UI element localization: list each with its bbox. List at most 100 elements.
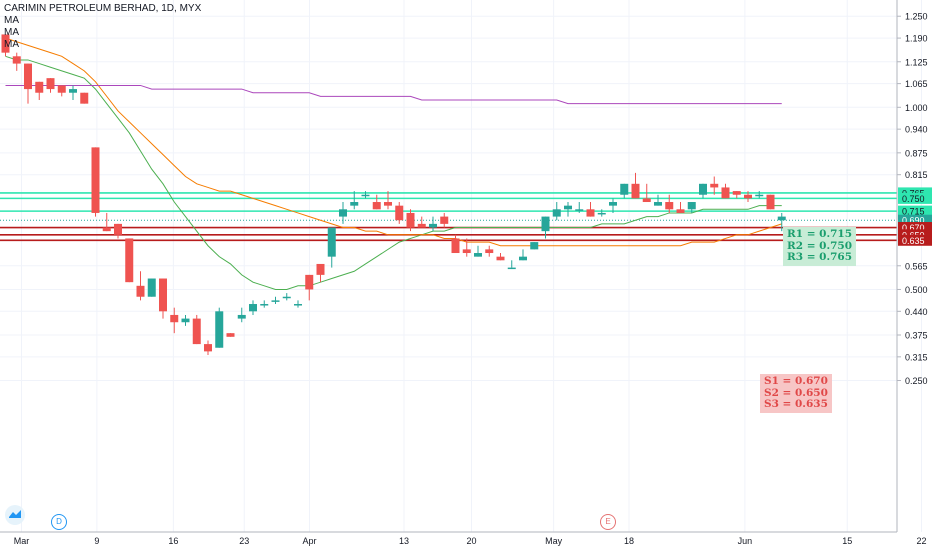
candle-down[interactable] <box>721 187 730 199</box>
candle-down[interactable] <box>125 238 134 283</box>
candle-down[interactable] <box>631 183 640 199</box>
candle-down[interactable] <box>35 81 44 93</box>
candle-up[interactable] <box>777 216 786 221</box>
x-tick-label: 23 <box>239 536 249 546</box>
ma-line-mid <box>5 37 782 247</box>
candle-down[interactable] <box>226 333 235 337</box>
candle-down[interactable] <box>372 202 381 210</box>
candle-down[interactable] <box>1 34 10 53</box>
candle-down[interactable] <box>732 191 741 195</box>
x-tick-label: 9 <box>94 536 99 546</box>
candle-down[interactable] <box>24 63 32 90</box>
time-axis[interactable]: Mar 9 16 23 Apr 13 20 May 18 Jun 15 22 <box>0 531 927 546</box>
candle-up[interactable] <box>620 183 629 195</box>
candle-up[interactable] <box>564 205 572 210</box>
candle-down[interactable] <box>46 78 55 90</box>
candle-down[interactable] <box>766 194 775 210</box>
y-tick-label: 0.315 <box>905 352 928 362</box>
candle-down[interactable] <box>406 212 415 228</box>
price-label-support: 0.670 <box>902 223 925 233</box>
price-axis[interactable]: 1.250 1.190 1.125 1.065 1.000 0.940 0.875 0.815… <box>896 0 932 532</box>
candle-up[interactable] <box>687 202 696 210</box>
candle-up[interactable] <box>575 209 584 211</box>
price-label-last: 0.690 <box>902 216 925 226</box>
candle-down[interactable] <box>305 274 314 290</box>
candle-down[interactable] <box>417 223 426 228</box>
candle-up[interactable] <box>699 183 707 195</box>
price-label-bg <box>898 214 932 226</box>
candle-down[interactable] <box>586 209 595 217</box>
candle-up[interactable] <box>350 202 359 206</box>
candle-down[interactable] <box>102 227 111 232</box>
y-tick-label: 0.565 <box>905 261 928 271</box>
s1-label: S1 = 0.670 <box>764 375 828 387</box>
candle-down[interactable] <box>204 344 212 352</box>
candle-down[interactable] <box>136 285 145 297</box>
candle-up[interactable] <box>249 304 257 312</box>
candle-up[interactable] <box>519 256 527 261</box>
candle-down[interactable] <box>710 183 719 188</box>
y-tick-label: 1.065 <box>905 79 928 89</box>
candle-up[interactable] <box>147 278 156 297</box>
dividend-event-icon[interactable]: D <box>51 514 67 530</box>
candle-up[interactable] <box>597 212 606 215</box>
candle-up[interactable] <box>294 304 302 306</box>
x-tick-label: 16 <box>168 536 178 546</box>
candle-down[interactable] <box>440 216 449 224</box>
candle-up[interactable] <box>755 194 764 197</box>
candle-down[interactable] <box>316 263 325 275</box>
candle-down[interactable] <box>114 223 122 235</box>
candle-up[interactable] <box>609 202 617 206</box>
candle-up[interactable] <box>181 318 190 323</box>
candle-down[interactable] <box>642 198 651 203</box>
candle-up[interactable] <box>474 253 482 257</box>
candle-up[interactable] <box>339 209 347 217</box>
support-resistance-lines <box>0 192 897 242</box>
candle-up[interactable] <box>361 194 370 197</box>
candle-down[interactable] <box>744 194 752 199</box>
ma-legend-3[interactable]: MA <box>4 39 19 50</box>
candle-down[interactable] <box>451 238 460 254</box>
y-tick-label: 0.875 <box>905 148 928 158</box>
candle-up[interactable] <box>507 267 516 270</box>
price-label-bg <box>898 234 932 246</box>
candle-down[interactable] <box>485 249 494 254</box>
candle-down[interactable] <box>676 209 685 213</box>
candle-up[interactable] <box>327 227 336 257</box>
price-label-resistance: 0.715 <box>902 207 925 217</box>
ma-line-fast <box>5 55 782 290</box>
candlesticks[interactable] <box>1 34 786 356</box>
candle-up[interactable] <box>429 223 437 228</box>
y-tick-label: 0.940 <box>905 125 928 135</box>
candle-down[interactable] <box>384 202 392 206</box>
x-tick-label: Apr <box>302 536 316 546</box>
candle-down[interactable] <box>57 85 66 93</box>
candle-down[interactable] <box>80 92 89 104</box>
candle-up[interactable] <box>530 242 539 250</box>
candle-down[interactable] <box>159 278 167 312</box>
ma-line-slow <box>5 84 782 105</box>
tradingview-logo-icon[interactable] <box>5 505 25 525</box>
earnings-event-icon[interactable]: E <box>600 514 616 530</box>
candle-up[interactable] <box>271 300 280 302</box>
candle-up[interactable] <box>552 209 561 217</box>
candle-down[interactable] <box>91 147 100 213</box>
candle-up[interactable] <box>654 202 662 206</box>
ma-legend-2[interactable]: MA <box>4 27 19 38</box>
candle-down[interactable] <box>12 56 21 64</box>
candle-up[interactable] <box>237 314 246 319</box>
candle-down[interactable] <box>462 249 471 254</box>
candle-down[interactable] <box>192 318 201 345</box>
s2-label: S2 = 0.650 <box>764 386 828 399</box>
candle-down[interactable] <box>496 256 505 261</box>
candle-up[interactable] <box>69 89 77 93</box>
candle-down[interactable] <box>395 205 404 221</box>
candle-down[interactable] <box>665 202 674 210</box>
ma-legend-1[interactable]: MA <box>4 15 19 26</box>
candle-down[interactable] <box>170 314 179 323</box>
candle-up[interactable] <box>282 296 291 299</box>
candle-up[interactable] <box>215 311 224 348</box>
candle-up[interactable] <box>260 304 269 306</box>
candle-up[interactable] <box>541 216 550 232</box>
